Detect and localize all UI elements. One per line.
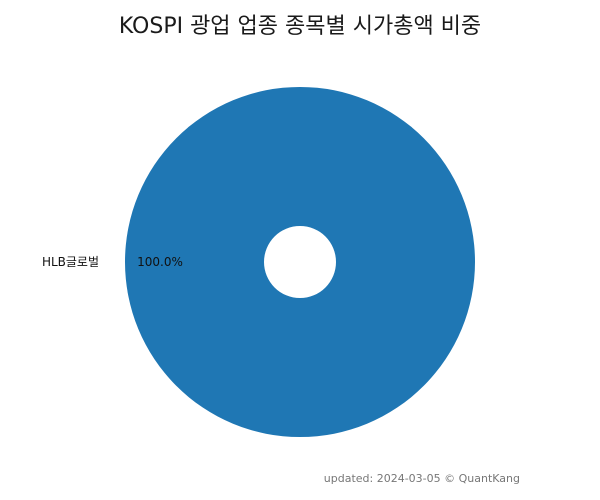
- pie-slice: [124, 86, 476, 438]
- slice-category-label: HLB글로벌: [42, 255, 99, 269]
- footer-updated: updated: 2024-03-05 © QuantKang: [324, 472, 520, 485]
- slice-percent-label: 100.0%: [137, 255, 183, 269]
- pie-labels: HLB글로벌 100.0%: [42, 255, 183, 269]
- pie-slices: [124, 86, 476, 438]
- chart-title: KOSPI 광업 업종 종목별 시가총액 비중: [119, 14, 481, 39]
